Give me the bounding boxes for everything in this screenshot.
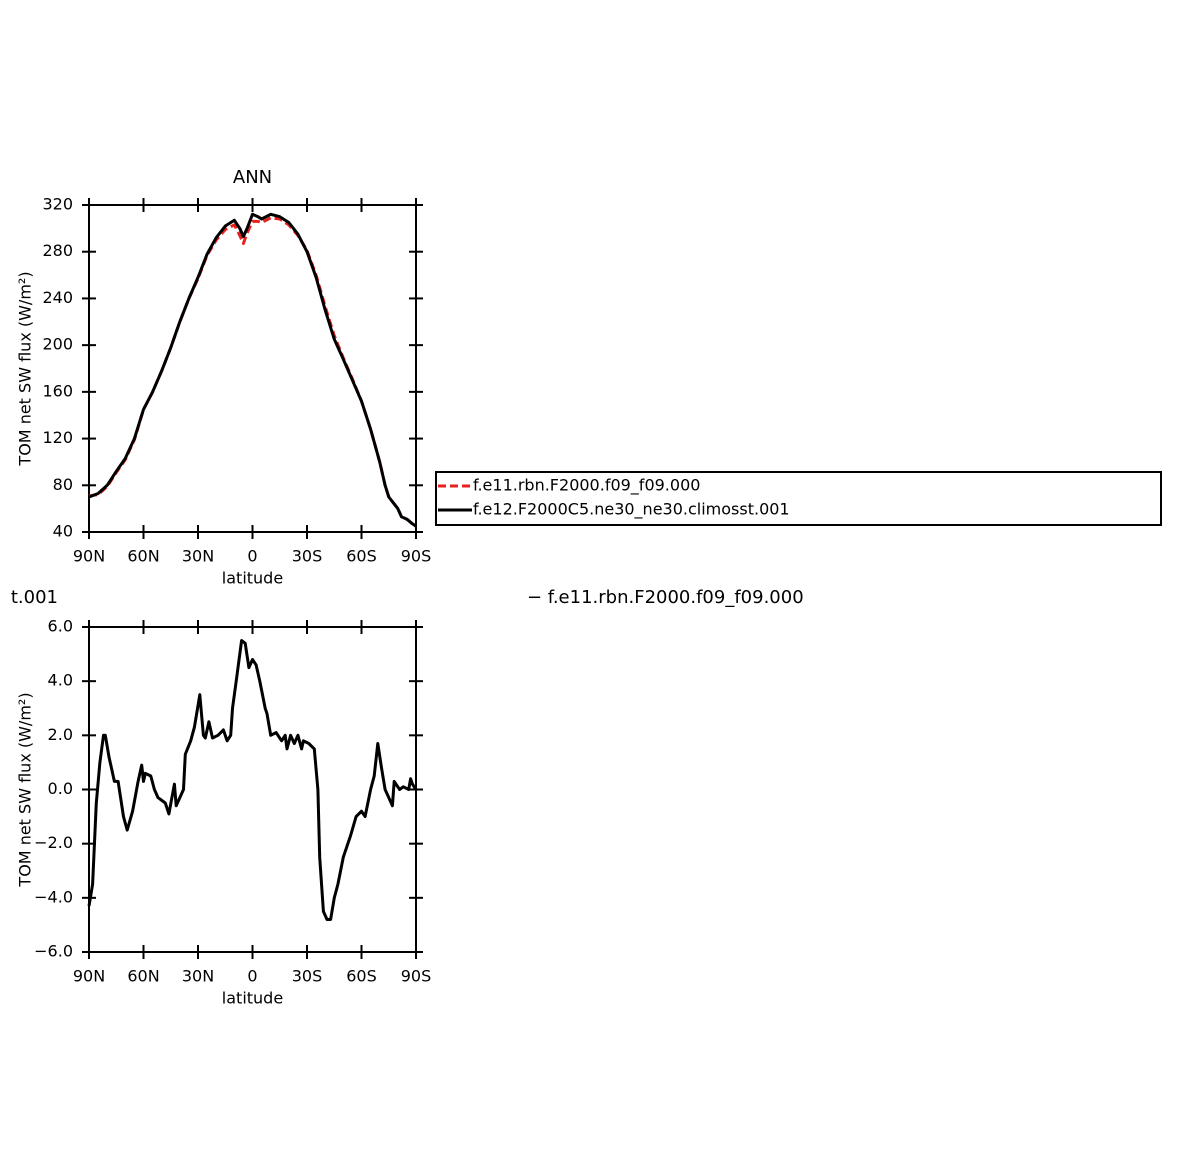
x-tick-label: 30N — [182, 547, 214, 566]
x-tick-label: 90S — [401, 547, 432, 566]
y-tick-label: 2.0 — [48, 725, 73, 744]
chart-title-part: t.001 — [11, 587, 58, 608]
y-tick-label: −4.0 — [34, 887, 73, 906]
y-tick-label: −2.0 — [34, 833, 73, 852]
y-tick-label: 200 — [42, 335, 73, 354]
x-axis-label: latitude — [222, 569, 283, 588]
plot-frame — [88, 204, 417, 533]
chart-title-part: − f.e11.rbn.F2000.f09_f09.000 — [527, 587, 804, 608]
x-tick-label: 90N — [73, 547, 105, 566]
data-line — [88, 216, 417, 528]
x-tick-label: 60S — [346, 547, 377, 566]
y-tick-label: −6.0 — [34, 942, 73, 961]
y-tick-label: 4.0 — [48, 671, 73, 690]
y-tick-label: 160 — [42, 381, 73, 400]
x-tick-label: 30S — [292, 967, 323, 986]
chart-title: ANN — [233, 167, 272, 188]
y-tick-label: 80 — [53, 475, 73, 494]
x-axis-label: latitude — [222, 989, 283, 1008]
data-line — [88, 212, 417, 528]
x-tick-label: 60N — [127, 967, 159, 986]
x-tick-label: 30N — [182, 967, 214, 986]
y-axis-label: TOM net SW flux (W/m²) — [16, 271, 35, 466]
x-tick-label: 60S — [346, 967, 377, 986]
x-tick-label: 30S — [292, 547, 323, 566]
legend-box — [435, 471, 1162, 526]
x-tick-label: 60N — [127, 547, 159, 566]
legend-label: f.e12.F2000C5.ne30_ne30.climosst.001 — [473, 500, 790, 520]
x-tick-label: 0 — [247, 967, 257, 986]
x-tick-label: 0 — [247, 547, 257, 566]
y-tick-label: 0.0 — [48, 779, 73, 798]
y-tick-label: 280 — [42, 241, 73, 260]
y-tick-label: 240 — [42, 288, 73, 307]
data-line — [87, 639, 418, 921]
y-tick-label: 320 — [42, 195, 73, 214]
y-tick-label: 120 — [42, 428, 73, 447]
x-tick-label: 90S — [401, 967, 432, 986]
y-tick-label: 40 — [53, 522, 73, 541]
legend-label: f.e11.rbn.F2000.f09_f09.000 — [473, 476, 700, 496]
x-tick-label: 90N — [73, 967, 105, 986]
y-tick-label: 6.0 — [48, 617, 73, 636]
y-axis-label: TOM net SW flux (W/m²) — [16, 692, 35, 887]
